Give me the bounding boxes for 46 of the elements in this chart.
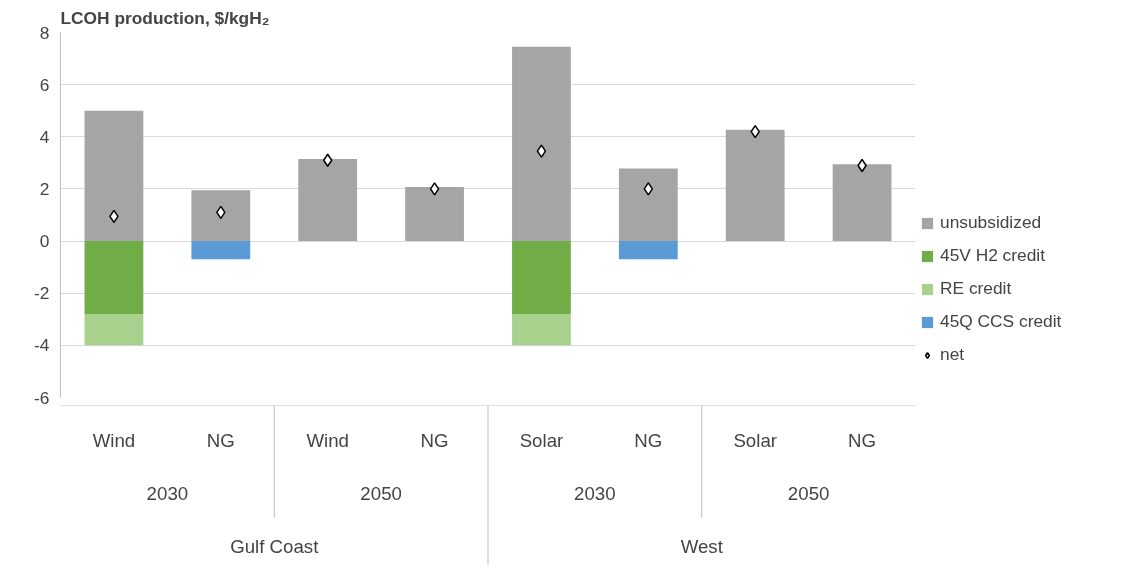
- x-tick-label: Solar: [733, 430, 777, 452]
- bar: [191, 190, 251, 242]
- y-tick-label: 0: [39, 231, 50, 252]
- point: [536, 144, 547, 158]
- y-tick-label: 6: [39, 74, 50, 95]
- text: West: [680, 535, 724, 557]
- point: [643, 182, 654, 196]
- y-tick-label: 4: [39, 126, 50, 147]
- bar: [725, 129, 785, 242]
- y-tick-label: -2: [34, 283, 50, 304]
- x-tick-label: Solar: [519, 430, 564, 452]
- chart-title: LCOH production, $/kgH₂: [60, 7, 270, 28]
- text: 2050: [787, 483, 830, 504]
- x-tick-label: NG: [420, 430, 449, 452]
- text: 2030: [146, 483, 189, 504]
- y-tick-label: -6: [34, 387, 50, 408]
- x-tick-label: NG: [634, 430, 663, 452]
- bar: [84, 110, 144, 242]
- legend-label: net: [940, 344, 965, 365]
- x-tick-label: NG: [848, 430, 877, 452]
- y-tick-label: 8: [39, 22, 50, 43]
- x-tick-label: Wind: [306, 430, 349, 452]
- bar: [298, 158, 358, 242]
- point: [429, 182, 440, 196]
- bar: [512, 241, 571, 315]
- bar: [512, 46, 571, 242]
- y-tick-label: -4: [34, 335, 50, 356]
- point: [322, 153, 333, 167]
- text: 2030: [574, 483, 616, 504]
- bar: [405, 187, 464, 242]
- bar: [191, 241, 251, 260]
- bar: [618, 241, 678, 260]
- x-tick-label: NG: [206, 430, 235, 452]
- y-tick-label: 2: [39, 178, 50, 199]
- legend-label: 45V H2 credit: [940, 245, 1045, 266]
- bar: [618, 168, 678, 242]
- legend-label: unsubsidized: [940, 212, 1042, 233]
- bar: [84, 241, 144, 315]
- legend-label: RE credit: [940, 278, 1012, 299]
- x-tick-label: Wind: [92, 430, 136, 452]
- bar: [832, 164, 892, 242]
- bar: [84, 314, 144, 346]
- bar: [512, 314, 571, 346]
- legend-label: 45Q CCS credit: [940, 311, 1062, 332]
- text: Gulf Coast: [230, 535, 320, 557]
- text: 2050: [360, 483, 402, 504]
